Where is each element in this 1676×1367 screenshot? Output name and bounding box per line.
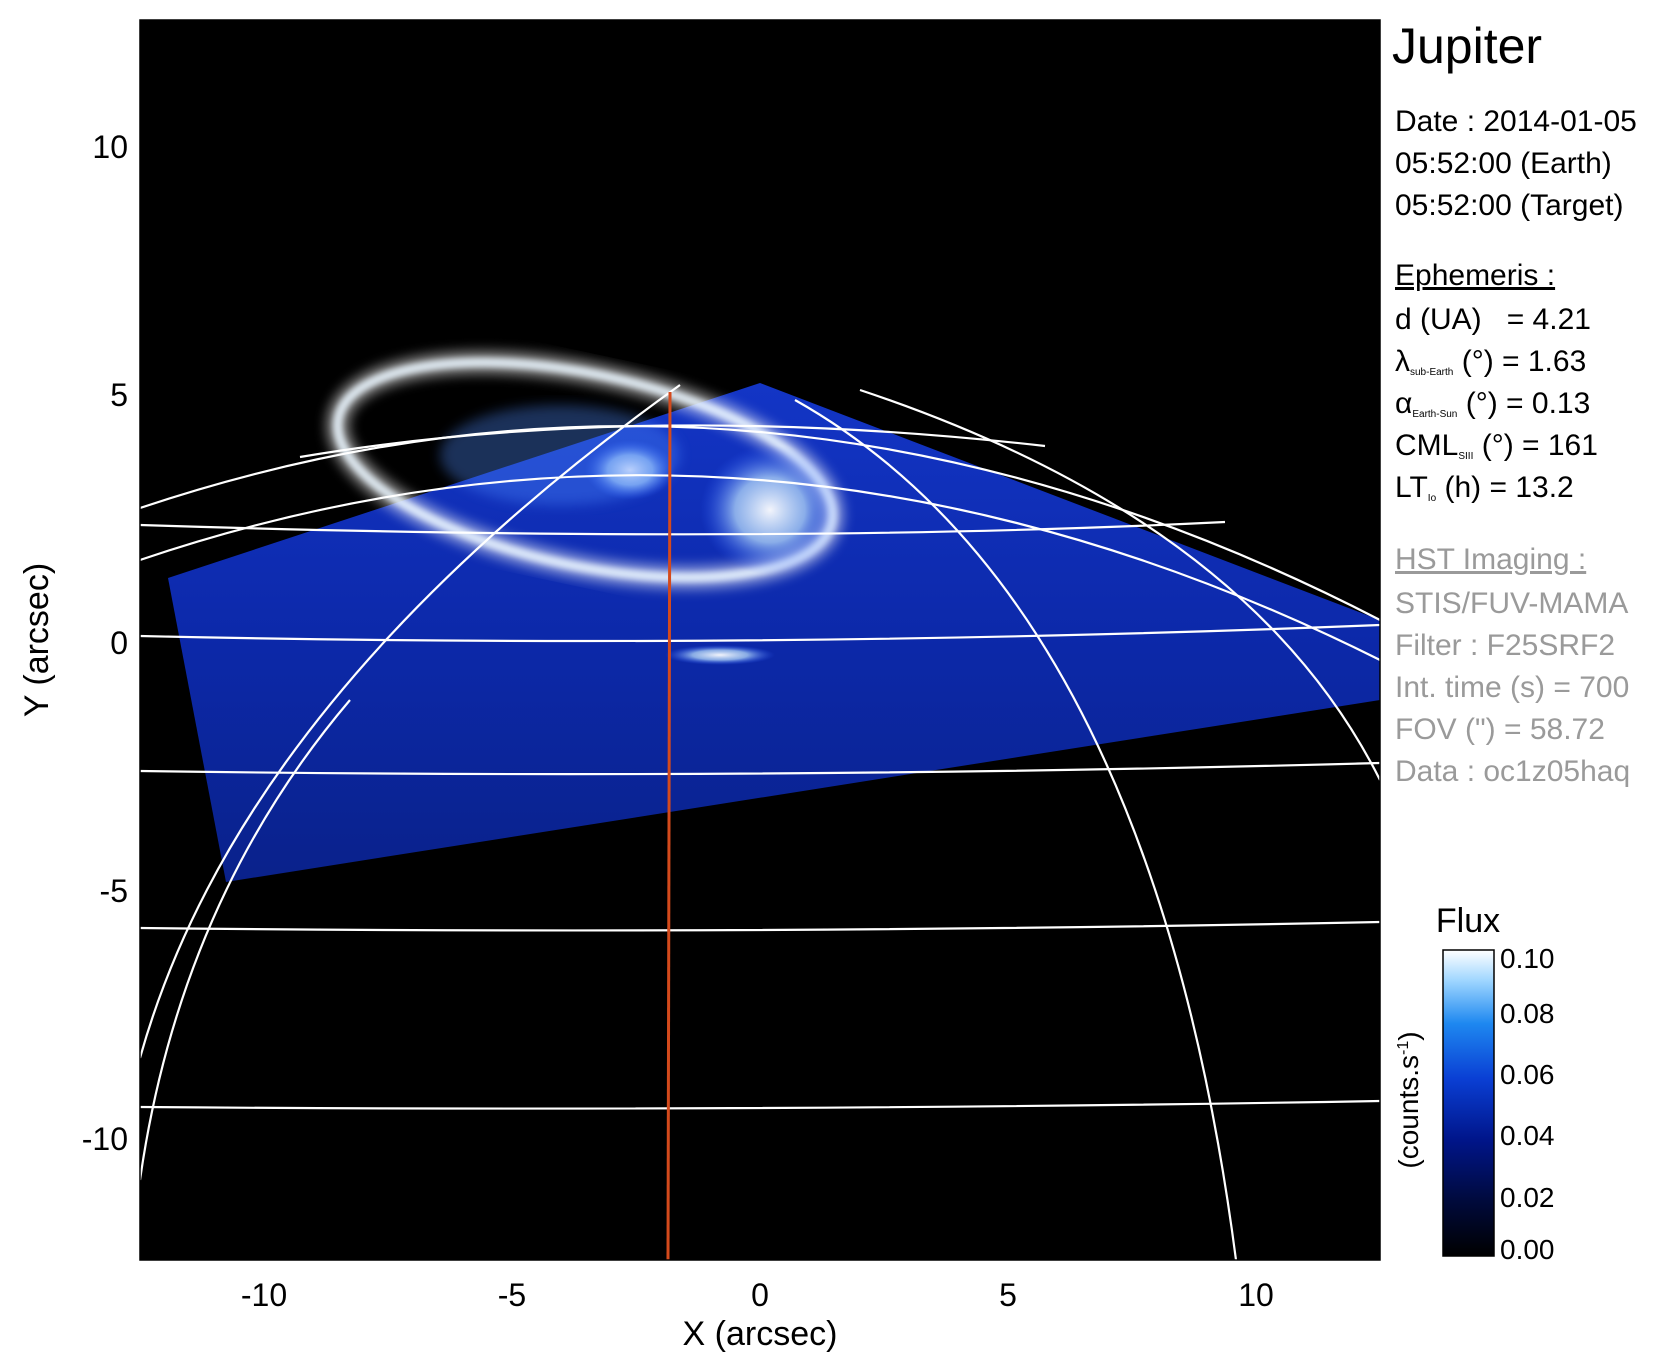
- ephemeris-local-time: LTIo (h) = 13.2: [1395, 470, 1574, 517]
- lt-value: (h) = 13.2: [1444, 471, 1574, 504]
- imaging-fov: FOV (") = 58.72: [1395, 713, 1605, 746]
- cml-subscript: SIII: [1458, 451, 1474, 462]
- ephemeris-phase: αEarth-Sun (°) = 0.13: [1395, 386, 1590, 433]
- x-tick-label: -5: [498, 1277, 526, 1313]
- time-earth: 05:52:00 (Earth): [1395, 147, 1612, 180]
- x-tick-labels: -10 -5 0 5 10: [241, 1277, 1274, 1313]
- alpha-symbol: α: [1395, 387, 1413, 420]
- imaging-data-id: Data : oc1z05haq: [1395, 755, 1631, 788]
- phase-value: (°) = 0.13: [1465, 387, 1591, 420]
- imaging-int-time: Int. time (s) = 700: [1395, 671, 1630, 704]
- y-tick-label: -10: [82, 1121, 128, 1157]
- y-tick-labels: 10 5 0 -5 -10: [82, 129, 128, 1157]
- lt-label: LT: [1395, 471, 1428, 504]
- colorbar-tick-label: 0.08: [1500, 998, 1555, 1029]
- y-tick-label: -5: [100, 873, 128, 909]
- ephemeris-heading: Ephemeris :: [1395, 259, 1556, 292]
- x-tick-label: 10: [1238, 1277, 1274, 1313]
- colorbar-tick-labels: 0.10 0.08 0.06 0.04 0.02 0.00: [1500, 943, 1555, 1265]
- y-tick-label: 10: [92, 129, 128, 165]
- observation-date: Date : 2014-01-05: [1395, 105, 1637, 138]
- colorbar-title: Flux: [1436, 902, 1500, 940]
- lambda-symbol: λ: [1395, 345, 1410, 378]
- cml-value: (°) = 161: [1481, 429, 1598, 462]
- colorbar-tick-label: 0.04: [1500, 1120, 1555, 1151]
- colorbar-tick-label: 0.02: [1500, 1182, 1555, 1213]
- ephemeris-latitude: λsub-Earth (°) = 1.63: [1395, 344, 1586, 391]
- ephemeris-cml: CMLSIII (°) = 161: [1395, 428, 1598, 475]
- colorbar-unit-label: (counts.s-1): [1393, 1031, 1424, 1168]
- imaging-instrument: STIS/FUV-MAMA: [1395, 587, 1629, 620]
- imaging-heading: HST Imaging :: [1395, 543, 1587, 576]
- target-title: Jupiter: [1392, 18, 1543, 74]
- lt-subscript: Io: [1427, 493, 1437, 504]
- hst-image-footprint: [168, 383, 1380, 882]
- x-axis-label: X (arcsec): [683, 1315, 838, 1353]
- x-tick-label: 0: [751, 1277, 769, 1313]
- y-axis-label: Y (arcsec): [18, 563, 56, 717]
- time-target: 05:52:00 (Target): [1395, 189, 1624, 222]
- alpha-subscript: Earth-Sun: [1412, 409, 1458, 420]
- distance-value: = 4.21: [1506, 303, 1591, 336]
- plot-frame: [139, 19, 1381, 1261]
- x-tick-label: -10: [241, 1277, 287, 1313]
- y-tick-label: 5: [110, 377, 128, 413]
- colorbar-tick-label: 0.06: [1500, 1059, 1555, 1090]
- central-meridian-line: [666, 391, 672, 1260]
- colorbar: [1442, 949, 1495, 1257]
- planet-grid: [140, 384, 1380, 1260]
- imaging-filter: Filter : F25SRF2: [1395, 629, 1616, 662]
- lambda-subscript: sub-Earth: [1410, 367, 1454, 378]
- ephemeris-distance: d (UA) = 4.21: [1395, 302, 1591, 338]
- distance-label: d (UA): [1395, 303, 1482, 336]
- y-tick-label: 0: [110, 625, 128, 661]
- colorbar-tick-label: 0.00: [1500, 1234, 1555, 1265]
- cml-label: CML: [1395, 429, 1459, 462]
- colorbar-tick-label: 0.10: [1500, 943, 1555, 974]
- latitude-value: (°) = 1.63: [1461, 345, 1587, 378]
- x-tick-label: 5: [999, 1277, 1017, 1313]
